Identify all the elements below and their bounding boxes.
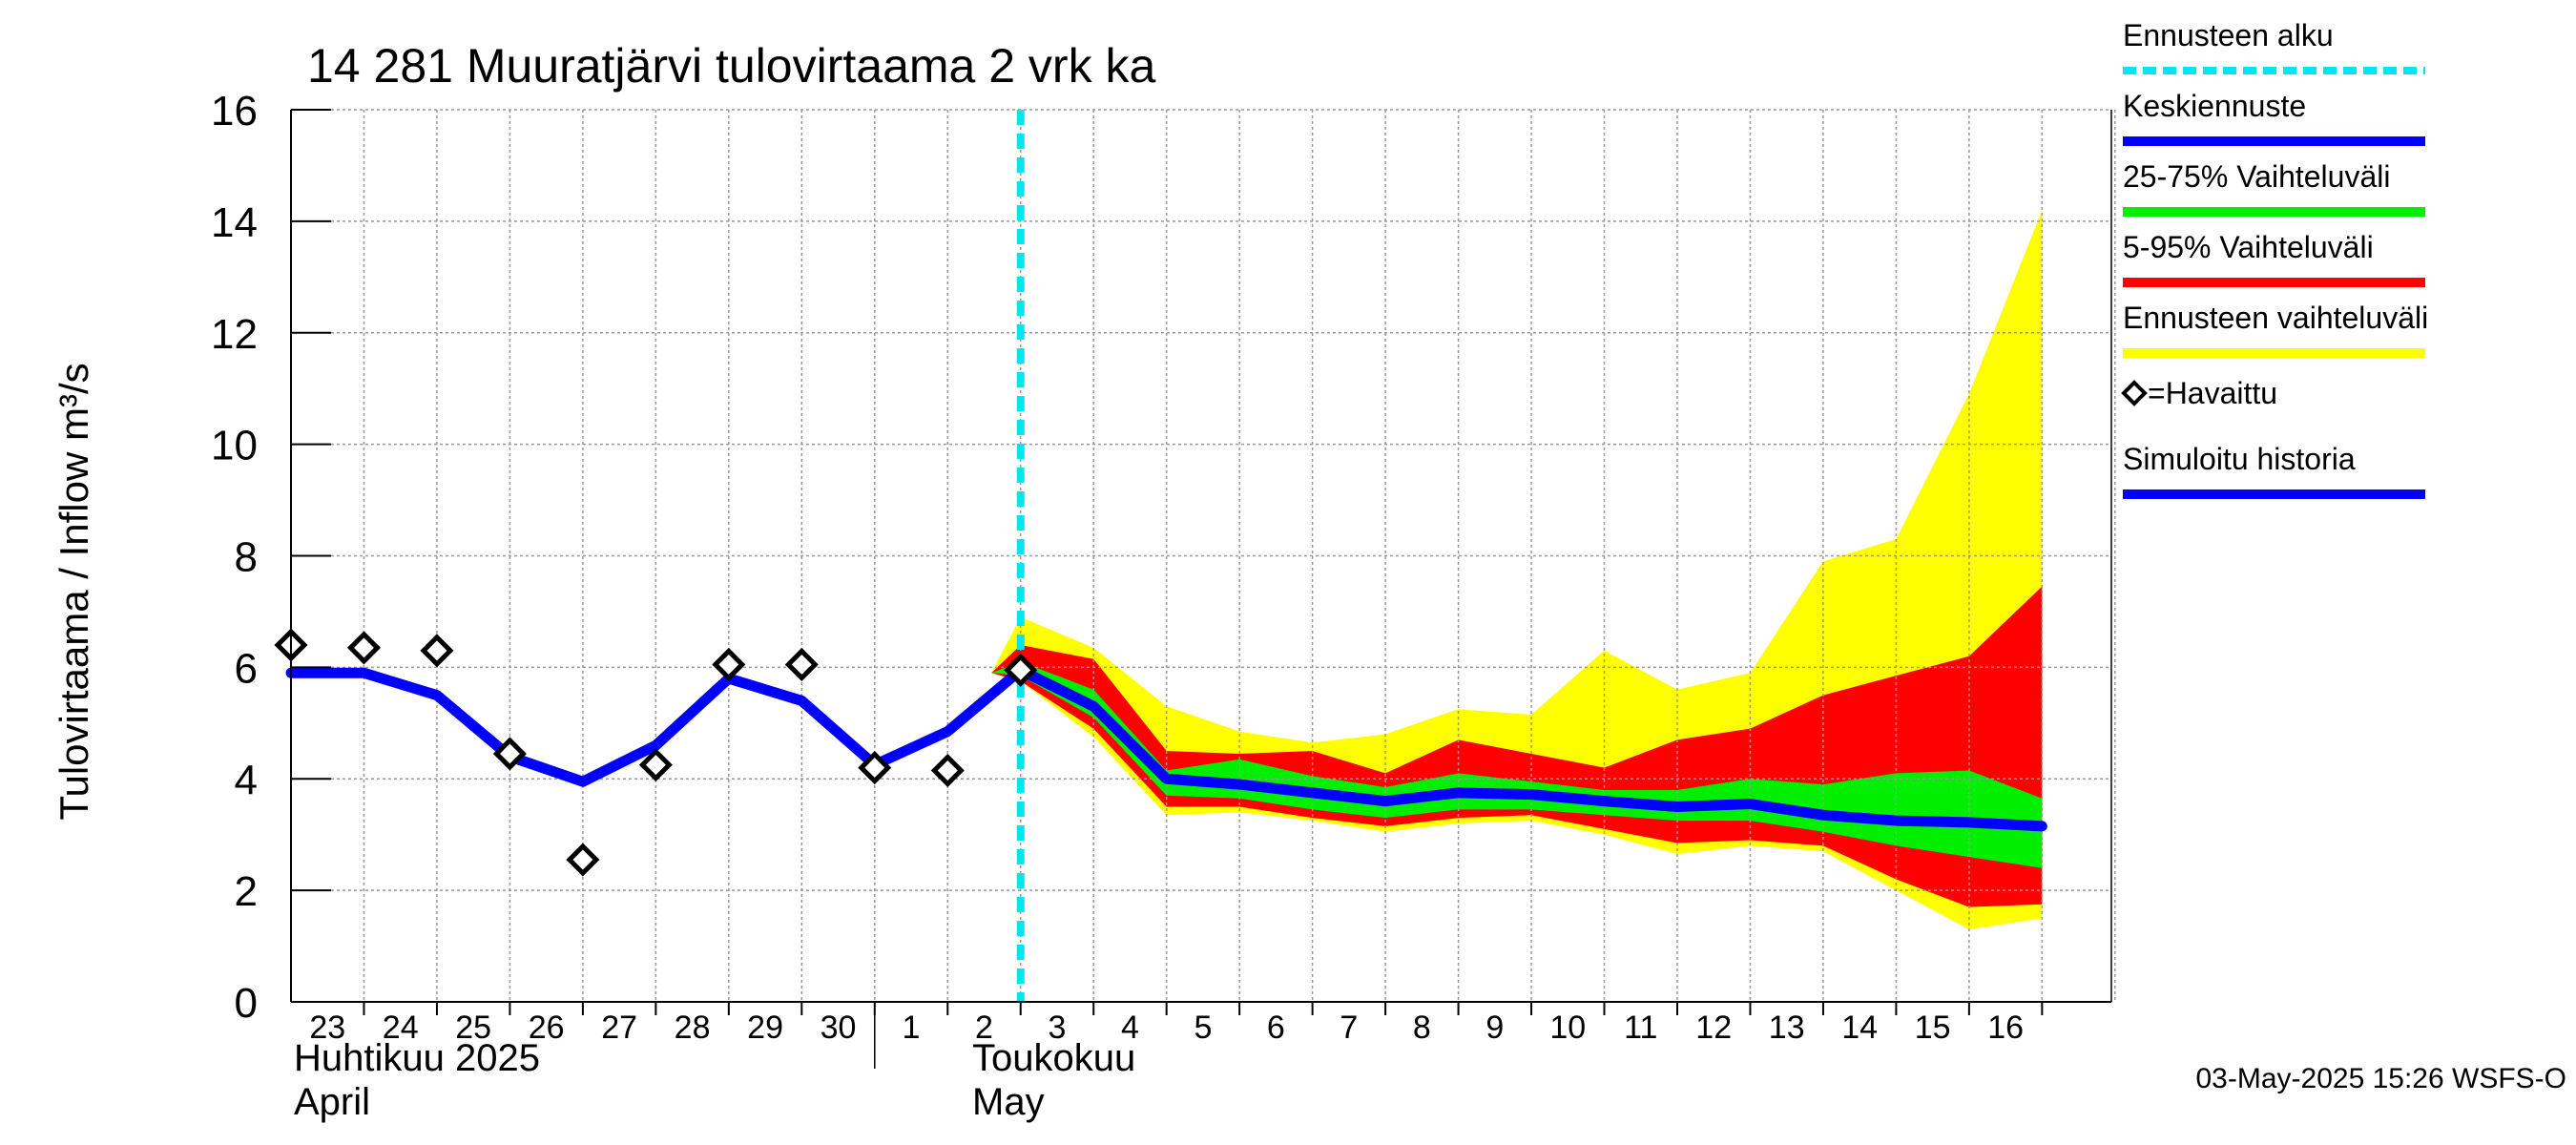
legend-observed-marker <box>2121 380 2148 406</box>
observed-point <box>784 647 819 681</box>
y-tick-label: 2 <box>235 868 258 915</box>
month-label-april-fi: Huhtikuu 2025 <box>294 1037 540 1079</box>
band-25-75 <box>991 661 2043 868</box>
y-tick-label: 6 <box>235 645 258 692</box>
x-tick-label: 9 <box>1485 1010 1504 1046</box>
x-tick-label: 5 <box>1194 1010 1212 1046</box>
x-tick-label: 2 <box>975 1010 993 1046</box>
y-tick-label: 4 <box>235 757 258 803</box>
timestamp-footer: 03-May-2025 15:26 WSFS-O <box>2196 1063 2567 1094</box>
y-axis-label: Tulovirtaama / Inflow m³/s <box>52 363 96 820</box>
forecast-bands <box>991 210 2043 930</box>
legend-label: Ennusteen vaihteluväli <box>2123 301 2428 335</box>
x-tick-label: 24 <box>383 1010 419 1046</box>
x-tick-label: 27 <box>601 1010 637 1046</box>
legend-forecast-start: Ennusteen alku <box>2123 18 2425 74</box>
y-tick-label: 8 <box>235 534 258 581</box>
legend-label: Ennusteen alku <box>2123 18 2334 52</box>
x-tick-label: 25 <box>455 1010 491 1046</box>
observed-point <box>346 631 382 665</box>
observed-point <box>712 647 746 681</box>
month-label-may-en: May <box>972 1081 1045 1123</box>
observed-point <box>492 737 527 771</box>
y-tick-label: 14 <box>211 199 258 246</box>
chart-title: 14 281 Muuratjärvi tulovirtaama 2 vrk ka <box>307 39 1155 93</box>
x-tick-label: 8 <box>1413 1010 1431 1046</box>
observed-point <box>420 634 454 668</box>
legend-label: 5-95% Vaihteluväli <box>2123 230 2374 264</box>
y-tick-label: 16 <box>211 88 258 135</box>
x-tick-label: 28 <box>675 1010 711 1046</box>
x-tick-label: 11 <box>1624 1010 1657 1046</box>
x-tick-label: 6 <box>1267 1010 1285 1046</box>
x-tick-label: 15 <box>1915 1010 1951 1046</box>
legend-band-25-75: 25-75% Vaihteluväli <box>2123 159 2425 217</box>
legend-band-full: Ennusteen vaihteluväli <box>2123 301 2428 358</box>
x-tick-label: 23 <box>309 1010 345 1046</box>
simulated-history-line <box>285 664 1027 787</box>
legend: Ennusteen alku Keskiennuste 25-75% Vaihtel… <box>2121 18 2428 499</box>
y-tick-label: 10 <box>211 423 258 469</box>
mean-forecast-line <box>1015 664 2047 832</box>
x-tick-label: 16 <box>1987 1010 2024 1046</box>
series-lines <box>285 110 2047 1002</box>
y-tick-label: 0 <box>235 980 258 1027</box>
x-tick-label: 12 <box>1695 1010 1732 1046</box>
legend-observed: =Havaittu <box>2121 376 2277 410</box>
x-tick-label: 1 <box>903 1010 921 1046</box>
observed-point <box>858 751 892 785</box>
legend-label: =Havaittu <box>2148 376 2277 410</box>
x-tick-label: 30 <box>821 1010 857 1046</box>
x-tick-label: 7 <box>1340 1010 1358 1046</box>
legend-mean-forecast: Keskiennuste <box>2123 89 2425 146</box>
x-tick-label: 26 <box>529 1010 565 1046</box>
x-tick-label: 29 <box>747 1010 783 1046</box>
observed-markers <box>274 628 1038 877</box>
legend-label: Keskiennuste <box>2123 89 2306 123</box>
legend-label: 25-75% Vaihteluväli <box>2123 159 2390 194</box>
observed-point <box>638 748 673 782</box>
observed-point <box>566 843 600 877</box>
month-label-april-en: April <box>294 1081 370 1123</box>
band-5-95 <box>991 586 2043 907</box>
x-tick-label: 14 <box>1841 1010 1878 1046</box>
x-tick-label: 3 <box>1049 1010 1067 1046</box>
legend-label: Simuloitu historia <box>2123 442 2356 476</box>
x-tick-label: 4 <box>1121 1010 1139 1046</box>
x-tick-label: 10 <box>1549 1010 1586 1046</box>
x-tick-label: 13 <box>1769 1010 1805 1046</box>
legend-simulated: Simuloitu historia <box>2123 442 2425 499</box>
month-label-may-fi: Toukokuu <box>972 1037 1135 1079</box>
y-tick-label: 12 <box>211 311 258 358</box>
observed-point <box>930 753 965 788</box>
observed-point <box>1004 653 1038 687</box>
legend-band-5-95: 5-95% Vaihteluväli <box>2123 230 2425 287</box>
